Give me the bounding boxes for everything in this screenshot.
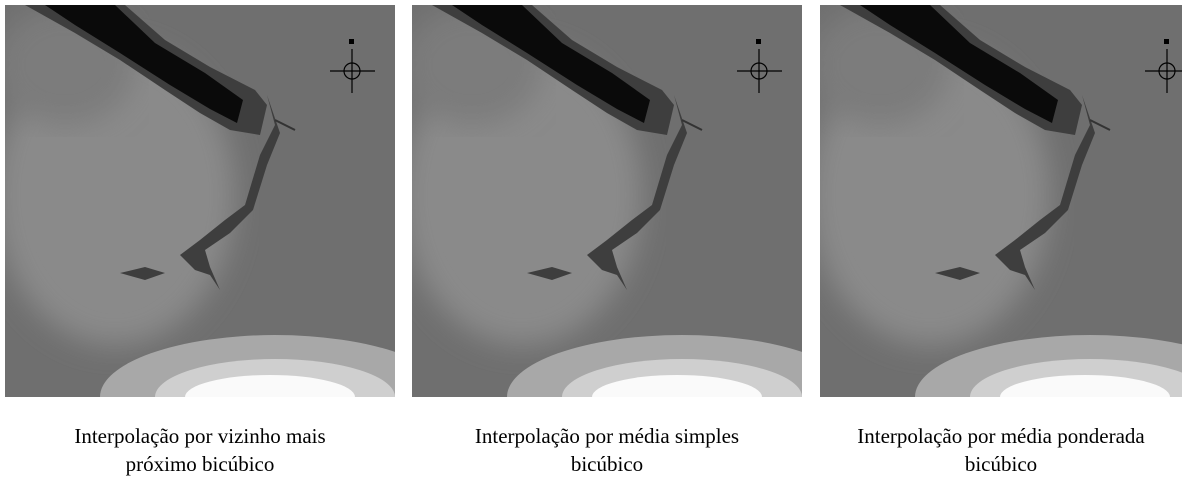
caption-line: Interpolação por média simples [392,422,822,450]
caption-line: Interpolação por vizinho mais [0,422,415,450]
map-image [820,5,1182,397]
caption-line: próximo bicúbico [0,450,415,478]
caption-line: Interpolação por média ponderada [786,422,1186,450]
figure: Interpolação por vizinho maispróximo bic… [0,0,1186,478]
map-image [5,5,395,397]
caption-line: bicúbico [392,450,822,478]
map-image [412,5,802,397]
caption-line: bicúbico [786,450,1186,478]
